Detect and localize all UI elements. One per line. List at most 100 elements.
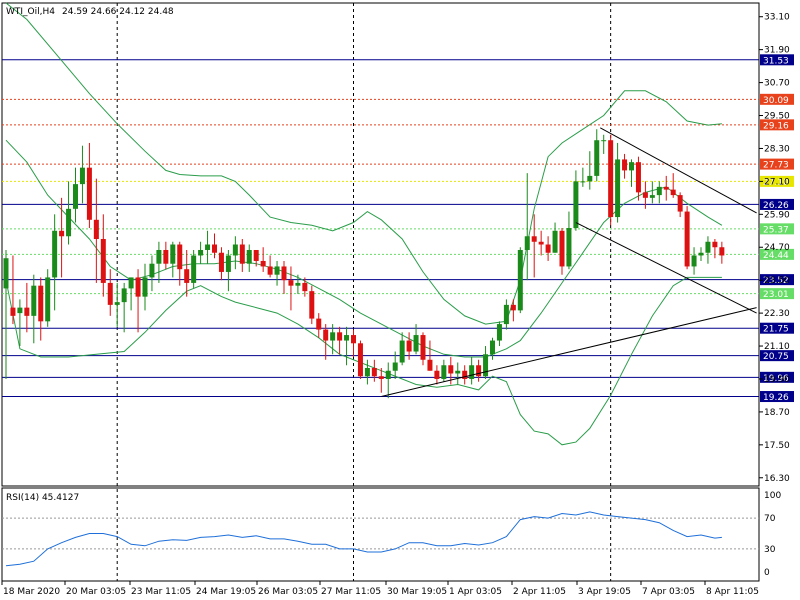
- candle-body: [3, 258, 9, 289]
- level-label-text: 19.96: [763, 374, 789, 384]
- level-label-box: [760, 248, 794, 260]
- candle-body: [663, 186, 669, 190]
- level-label-box: [760, 391, 794, 403]
- candle-body: [399, 340, 405, 363]
- x-tick-label: 18 Mar 2020: [3, 587, 60, 597]
- level-label-text: 19.26: [763, 393, 789, 403]
- level-label-box: [760, 322, 794, 334]
- candle-body: [31, 285, 37, 316]
- y-tick-label: 17.50: [764, 441, 790, 451]
- candle-body: [712, 241, 718, 248]
- bollinger-middle-line: [5, 139, 723, 358]
- candle-body: [351, 335, 356, 344]
- candle-body: [552, 230, 558, 253]
- candle-body: [267, 266, 273, 275]
- candle-body: [114, 302, 120, 305]
- candle-body: [288, 280, 294, 286]
- candle-body: [218, 252, 224, 272]
- y-tick-label: 33.10: [764, 13, 790, 23]
- candle-body: [476, 365, 482, 377]
- candle-body: [420, 335, 426, 360]
- level-label-box: [760, 198, 794, 210]
- level-label-text: 29.16: [763, 121, 789, 131]
- rsi-plot-frame: [1, 487, 760, 582]
- candle-body: [392, 362, 398, 371]
- candle-body: [198, 249, 204, 256]
- candle-body: [79, 167, 85, 185]
- x-tick-label: 26 Mar 03:05: [258, 587, 318, 597]
- y-tick-label: 29.50: [764, 112, 790, 122]
- candle-body: [323, 329, 329, 341]
- y-tick-label: 23.50: [764, 276, 790, 286]
- y-tick-label: 18.70: [764, 408, 790, 418]
- y-tick-label: 19.90: [764, 375, 790, 385]
- trendline: [575, 222, 757, 314]
- candle-body: [496, 324, 502, 341]
- candle-body: [232, 244, 238, 256]
- x-tick-label: 1 Apr 03:05: [449, 587, 502, 597]
- y-tick-label: 28.30: [764, 144, 790, 154]
- level-label-text: 31.53: [763, 56, 789, 66]
- candle-body: [545, 244, 551, 253]
- candle-body: [462, 370, 468, 379]
- level-label-box: [760, 371, 794, 383]
- candle-body: [378, 376, 384, 379]
- candle-body: [608, 140, 614, 218]
- level-label-box: [760, 350, 794, 362]
- level-label-text: 27.73: [763, 161, 789, 171]
- level-label-text: 27.10: [763, 178, 789, 188]
- y-tick-label: 22.30: [764, 309, 790, 319]
- level-label-text: 25.37: [763, 225, 789, 235]
- candle-body: [38, 285, 44, 322]
- candle-body: [260, 260, 266, 267]
- level-label-box: [760, 119, 794, 131]
- candle-body: [684, 211, 690, 267]
- candle-body: [316, 318, 322, 330]
- candle-body: [635, 162, 641, 193]
- x-tick-label: 2 Apr 11:05: [513, 587, 566, 597]
- candle-body: [274, 266, 280, 275]
- candle-body: [170, 244, 176, 264]
- rsi-series-line: [5, 511, 722, 567]
- candle-body: [580, 181, 586, 183]
- candle-body: [205, 244, 211, 250]
- candle-body: [622, 159, 628, 171]
- candle-body: [330, 332, 336, 341]
- candle-body: [573, 181, 579, 229]
- level-label-text: 24.44: [763, 251, 789, 261]
- level-label-text: 23.52: [763, 276, 789, 286]
- candle-body: [559, 230, 565, 267]
- candle-body: [93, 219, 99, 240]
- x-tick-label: 20 Mar 03:05: [66, 587, 126, 597]
- level-label-box: [760, 54, 794, 66]
- candle-body: [656, 186, 662, 196]
- chart-header-symbol: WTI_Oil,H4: [6, 7, 55, 17]
- candle-body: [670, 189, 676, 196]
- candle-body: [524, 236, 530, 250]
- candle-body: [566, 228, 572, 267]
- candle-body: [86, 167, 92, 220]
- candle-body: [302, 282, 308, 292]
- candle-body: [629, 162, 634, 171]
- candle-body: [469, 365, 475, 379]
- candle-body: [121, 288, 127, 303]
- candle-body: [406, 340, 412, 352]
- candle-body: [490, 340, 495, 355]
- candle-body: [601, 140, 607, 142]
- trendline: [599, 127, 757, 214]
- candle-body: [191, 255, 197, 283]
- x-tick-label: 30 Mar 19:05: [387, 587, 447, 597]
- y-tick-label: 31.90: [764, 46, 790, 56]
- candle-body: [698, 252, 704, 256]
- x-tick-label: 23 Mar 11:05: [131, 587, 191, 597]
- level-label-box: [760, 288, 794, 300]
- candle-body: [413, 335, 419, 352]
- candle-body: [212, 244, 217, 253]
- candle-body: [73, 184, 78, 209]
- candle-body: [24, 307, 30, 316]
- level-label-box: [760, 93, 794, 105]
- candle-body: [239, 244, 245, 264]
- candle-body: [177, 244, 183, 270]
- candle-body: [59, 230, 65, 237]
